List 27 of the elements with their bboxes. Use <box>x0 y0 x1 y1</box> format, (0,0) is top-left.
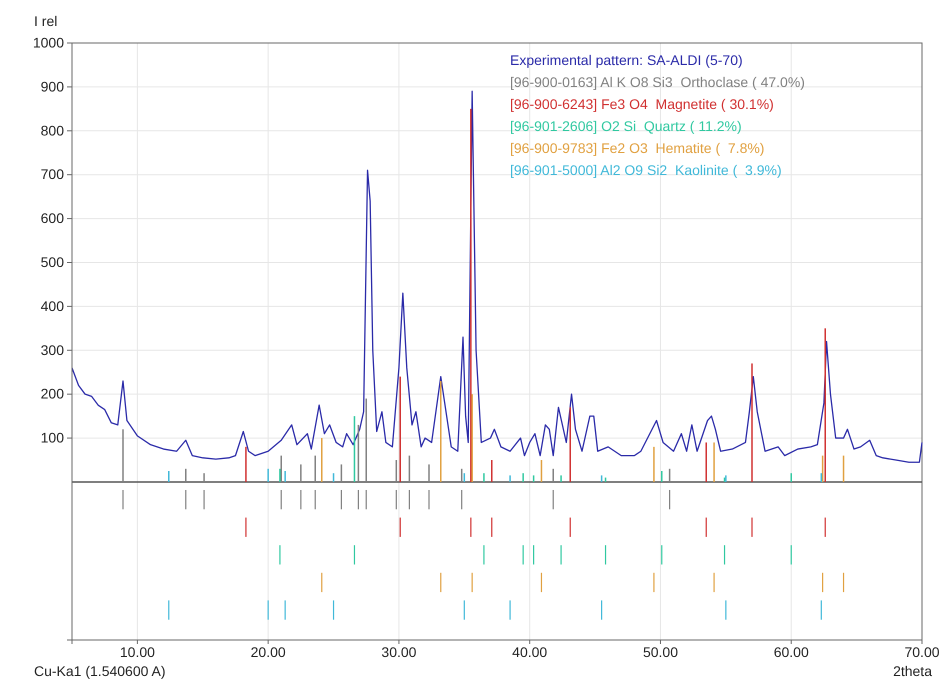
x-tick-label: 70.00 <box>904 644 940 660</box>
line-series <box>71 90 923 463</box>
x-tick-label: 10.00 <box>120 644 156 660</box>
y-tick-label: 700 <box>40 166 64 182</box>
text: Cu-Ka1 (1.540600 A) <box>34 663 166 679</box>
y-axis-title: I rel <box>34 13 58 29</box>
y-tick-label: 100 <box>40 430 64 446</box>
text: [96-901-5000] Al2 O9 Si2 Kaolinite ( 3.9%) <box>510 162 782 178</box>
text: [96-900-0163] Al K O8 Si3 Orthoclase ( 47.0%) <box>510 74 805 90</box>
text: [96-900-9783] Fe2 O3 Hematite ( 7.8%) <box>510 140 764 156</box>
y-tick-label: 900 <box>40 78 64 94</box>
text: [96-901-2606] O2 Si Quartz ( 11.2%) <box>510 118 742 134</box>
y-tick-label: 600 <box>40 210 64 226</box>
x-axis-title: 2theta <box>893 663 932 679</box>
y-tick-label: 500 <box>40 254 64 270</box>
y-tick-label: 800 <box>40 122 64 138</box>
x-tick-label: 60.00 <box>774 644 809 660</box>
y-tick-label: 400 <box>40 298 64 314</box>
y-tick-label: 1000 <box>32 34 64 50</box>
x-tick-label: 50.00 <box>642 644 678 660</box>
text: [96-900-6243] Fe3 O4 Magnetite ( 30.1%) <box>510 96 774 112</box>
x-tick-label: 30.00 <box>381 644 417 660</box>
y-tick-label: 300 <box>40 342 64 358</box>
text: Experimental pattern: SA-ALDI (5-70) <box>510 52 743 68</box>
x-tick-label: 20.00 <box>250 644 286 660</box>
y-tick-label: 200 <box>40 386 64 402</box>
x-tick-label: 40.00 <box>512 644 548 660</box>
